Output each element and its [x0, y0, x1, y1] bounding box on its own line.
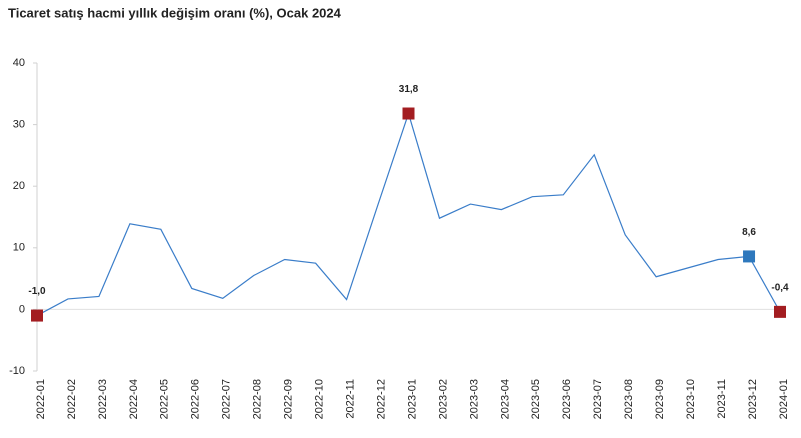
x-tick-label: 2022-01 [35, 379, 47, 419]
y-tick-label: 10 [13, 242, 25, 254]
x-tick-label: 2023-11 [716, 379, 728, 419]
x-tick-label: 2023-06 [561, 379, 573, 419]
x-tick-label: 2024-01 [778, 379, 790, 419]
x-tick-label: 2022-06 [190, 379, 202, 419]
value-label: -1,0 [28, 286, 46, 297]
value-label: 8,6 [742, 227, 756, 238]
x-tick-label: 2023-08 [623, 379, 635, 419]
x-tick-label: 2023-03 [468, 379, 480, 419]
x-tick-label: 2022-10 [314, 379, 326, 419]
y-tick-label: 20 [13, 180, 25, 192]
x-tick-label: 2022-04 [128, 379, 140, 419]
x-tick-label: 2022-07 [221, 379, 233, 419]
x-tick-label: 2022-05 [159, 379, 171, 419]
x-tick-label: 2023-04 [499, 379, 511, 419]
marker [402, 107, 415, 120]
x-tick-label: 2022-12 [375, 379, 387, 419]
x-tick-label: 2023-01 [406, 379, 418, 419]
x-tick-label: 2023-12 [747, 379, 759, 419]
x-tick-label: 2023-02 [437, 379, 449, 419]
value-label: 31,8 [399, 84, 419, 95]
chart-title: Ticaret satış hacmi yıllık değişim oranı… [8, 5, 342, 20]
marker [31, 309, 43, 322]
x-tick-label: 2022-08 [252, 379, 264, 419]
y-tick-label: 40 [13, 57, 25, 69]
data-line [36, 111, 781, 317]
x-tick-label: 2022-11 [344, 379, 356, 419]
x-tick-label: 2023-09 [654, 379, 666, 419]
x-tick-label: 2023-10 [685, 379, 697, 419]
x-tick-label: 2022-02 [66, 379, 78, 419]
value-label: -0,4 [771, 283, 789, 294]
y-tick-label: -10 [9, 365, 25, 377]
x-tick-label: 2022-09 [283, 379, 295, 419]
x-tick-label: 2023-07 [592, 379, 604, 419]
x-tick-label: 2023-05 [530, 379, 542, 419]
x-tick-label: 2022-03 [97, 379, 109, 419]
marker [774, 305, 786, 318]
marker [743, 250, 756, 263]
y-tick-label: 0 [19, 303, 25, 315]
y-tick-label: 30 [13, 119, 25, 131]
